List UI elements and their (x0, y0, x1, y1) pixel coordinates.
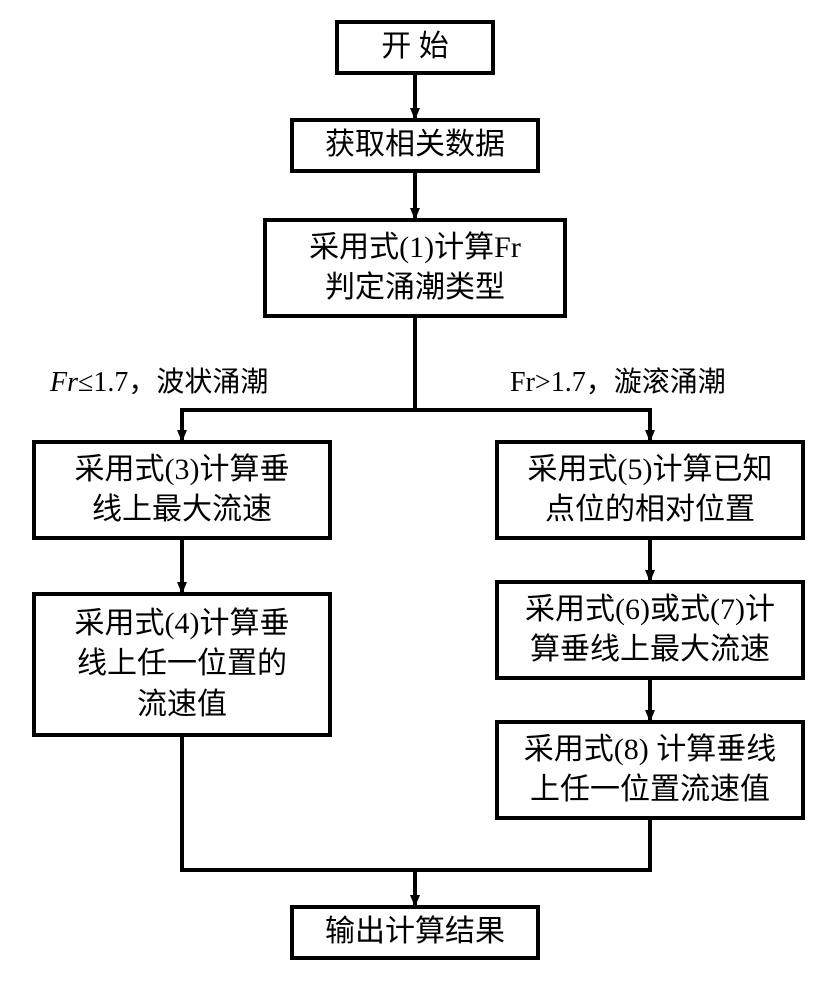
node-right1-text: 采用式(5)计算已知 点位的相对位置 (528, 450, 773, 531)
node-left2-text: 采用式(4)计算垂 线上任一位置的 流速值 (75, 604, 290, 726)
node-get-data-text: 获取相关数据 (325, 125, 505, 166)
node-start-text: 开 始 (381, 27, 449, 68)
node-start: 开 始 (335, 20, 495, 75)
branch-right-fr: Fr (510, 367, 535, 398)
node-calc-fr: 采用式(1)计算Fr 判定涌潮类型 (263, 218, 567, 318)
node-right-step3: 采用式(8) 计算垂线 上任一位置流速值 (495, 720, 805, 820)
node-output: 输出计算结果 (290, 905, 540, 960)
branch-label-right: Fr>1.7，漩滚涌潮 (510, 360, 726, 400)
node-right-step2: 采用式(6)或式(7)计 算垂线上最大流速 (495, 580, 805, 680)
node-left1-text: 采用式(3)计算垂 线上最大流速 (75, 450, 290, 531)
branch-left-fr: Fr (50, 367, 78, 398)
node-calc-fr-text: 采用式(1)计算Fr 判定涌潮类型 (309, 228, 521, 309)
node-right3-text: 采用式(8) 计算垂线 上任一位置流速值 (524, 730, 776, 811)
node-right2-text: 采用式(6)或式(7)计 算垂线上最大流速 (525, 590, 775, 671)
branch-label-left: Fr≤1.7，波状涌潮 (50, 360, 268, 400)
branch-right-rest: >1.7，漩滚涌潮 (535, 367, 726, 398)
node-right-step1: 采用式(5)计算已知 点位的相对位置 (495, 440, 805, 540)
node-left-step2: 采用式(4)计算垂 线上任一位置的 流速值 (32, 592, 332, 737)
node-left-step1: 采用式(3)计算垂 线上最大流速 (32, 440, 332, 540)
branch-left-rest: ≤1.7，波状涌潮 (78, 367, 268, 398)
node-output-text: 输出计算结果 (325, 912, 505, 953)
node-get-data: 获取相关数据 (290, 118, 540, 173)
